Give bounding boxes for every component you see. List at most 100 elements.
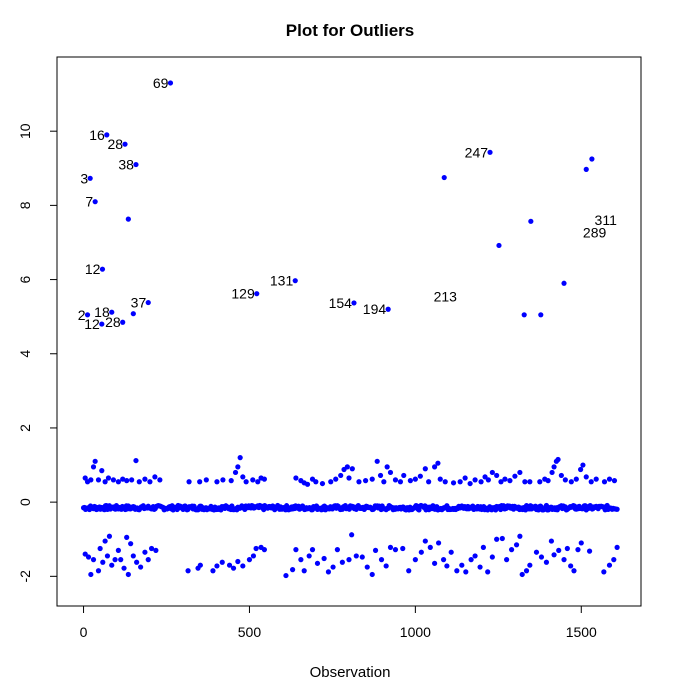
lower-cluster-point [283, 572, 289, 579]
outlier-label: 311 [595, 212, 618, 228]
x-tick-label: 500 [238, 624, 262, 640]
upper-cluster-point [304, 481, 311, 487]
lower-cluster-point [130, 553, 136, 559]
upper-cluster-point [152, 474, 158, 480]
outlier-point [87, 175, 93, 181]
upper-cluster-point [588, 479, 594, 485]
lower-cluster-point [472, 553, 478, 559]
upper-cluster-point [401, 472, 407, 479]
upper-cluster-point [203, 477, 209, 483]
upper-cluster-point [214, 479, 220, 485]
outlier-point [92, 199, 98, 205]
lower-cluster-point [138, 564, 144, 570]
lower-cluster-point [435, 540, 442, 546]
upper-cluster-point [197, 479, 203, 485]
outlier-point [99, 266, 106, 272]
outlier-label: 7 [85, 194, 93, 210]
lower-cluster-point [601, 569, 607, 575]
lower-cluster-point [321, 555, 327, 562]
lower-cluster-point [406, 568, 412, 574]
outlier-label: 3 [80, 170, 88, 186]
lower-cluster-point [494, 536, 500, 542]
outlier-point [351, 300, 357, 306]
lower-cluster-point [527, 562, 533, 568]
lower-cluster-point [82, 551, 88, 557]
x-tick-label: 1500 [566, 624, 597, 640]
lower-cluster-point [432, 560, 438, 566]
upper-cluster-point [346, 475, 352, 481]
x-axis-label: Observation [310, 664, 391, 681]
x-tick-label: 0 [80, 624, 88, 640]
upper-cluster-point [95, 477, 102, 483]
x-axis: 0 500 1000 1500 [80, 605, 597, 640]
y-tick-label: 6 [17, 275, 33, 283]
lower-cluster-point [197, 562, 203, 568]
upper-cluster-point [551, 464, 557, 470]
lower-cluster-point [575, 547, 581, 553]
lower-cluster-point [97, 545, 103, 552]
lower-cluster-point [289, 567, 296, 573]
outlier-label: 38 [118, 157, 134, 173]
upper-cluster-point [568, 479, 574, 485]
outlier-point [167, 80, 174, 86]
y-axis: -2 0 2 4 6 8 10 [17, 123, 58, 583]
upper-cluster-point [102, 479, 108, 485]
upper-cluster-point [319, 480, 326, 487]
upper-cluster-point [555, 456, 561, 463]
upper-cluster-point [426, 479, 432, 485]
upper-cluster-point [573, 476, 579, 482]
outlier-label: 213 [434, 288, 458, 304]
lower-cluster-point [109, 562, 115, 568]
upper-cluster-point [507, 478, 513, 484]
lower-cluster-point [489, 554, 495, 560]
lower-cluster-point [533, 549, 540, 555]
outlier-point [496, 242, 502, 249]
lower-cluster-point [364, 564, 370, 570]
lower-cluster-point [293, 547, 299, 553]
outlier-point [145, 299, 151, 306]
outlier-label: 16 [89, 127, 105, 143]
lower-cluster-point [477, 564, 483, 570]
lower-cluster-point [427, 544, 433, 550]
upper-cluster-point [407, 478, 413, 484]
lower-cluster-point [219, 559, 225, 565]
upper-cluster-point [583, 474, 589, 480]
upper-cluster-point [472, 477, 478, 483]
upper-cluster-point [562, 477, 568, 483]
lower-cluster-point [519, 571, 525, 578]
upper-cluster-point [537, 479, 543, 485]
upper-cluster-point [485, 477, 491, 483]
outlier-point [99, 321, 105, 327]
outlier-label: 37 [131, 295, 147, 311]
lower-cluster-point [124, 534, 130, 540]
upper-cluster-point [435, 460, 441, 466]
upper-cluster-point [502, 476, 508, 482]
lower-cluster-point [106, 533, 113, 539]
y-tick-label: 2 [17, 424, 33, 432]
lower-cluster-point [95, 568, 102, 574]
outlier-point [254, 291, 260, 297]
plot-frame [56, 56, 642, 607]
lower-cluster-point [499, 535, 505, 542]
lower-cluster-point [226, 562, 233, 568]
upper-cluster-point [467, 480, 473, 487]
chart-title: Plot for Outliers [286, 21, 414, 40]
lower-cluster-point [118, 557, 124, 563]
lower-cluster-point [230, 565, 237, 571]
outlier-label: 2 [78, 307, 86, 323]
upper-cluster-point [422, 466, 428, 472]
y-tick-label: 0 [17, 498, 33, 506]
lower-cluster-point [261, 547, 267, 553]
lower-cluster-point [250, 553, 257, 559]
x-tick-label: 1000 [400, 624, 431, 640]
lower-cluster-point [606, 562, 613, 568]
upper-cluster-point [392, 477, 399, 483]
upper-cluster-point [362, 478, 369, 484]
lower-cluster-point [298, 557, 304, 563]
upper-cluster-point [333, 476, 339, 482]
lower-cluster-point [480, 544, 486, 550]
upper-cluster-point [293, 475, 299, 481]
upper-cluster-point [99, 468, 105, 474]
lower-cluster-point [145, 557, 151, 563]
